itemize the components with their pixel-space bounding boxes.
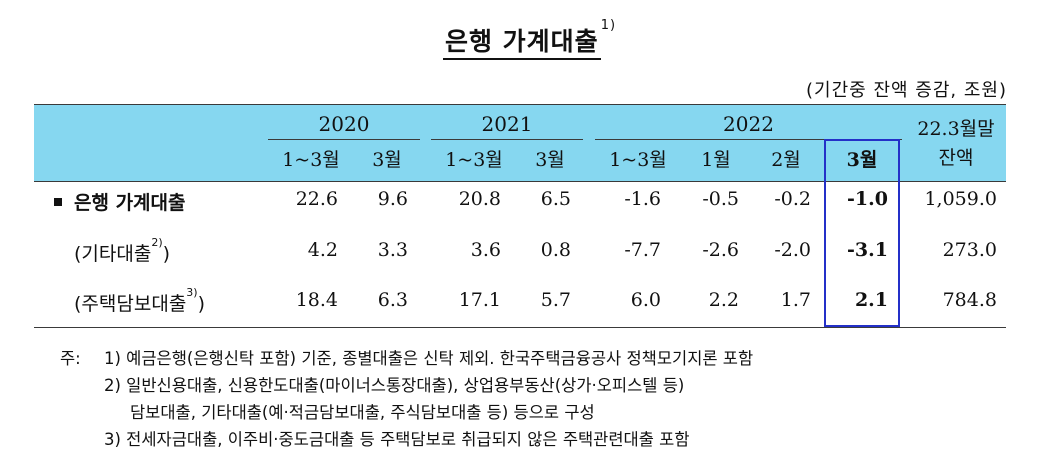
cell: -0.2	[774, 188, 811, 210]
cell-highlight: 2.1	[854, 289, 888, 311]
cell: -1.6	[624, 188, 661, 210]
year-2021-underline	[431, 139, 583, 140]
cell: 17.1	[458, 289, 501, 311]
note-2-line2: 담보대출, 기타대출(예·적금담보대출, 주식담보대출 등) 등으로 구성	[130, 403, 595, 422]
paren-close: )	[162, 243, 171, 265]
col-balance-line2: 잔액	[938, 147, 974, 169]
cell: 0.8	[540, 239, 571, 261]
row-label-mortgage-loans: (주택담보대출3))	[74, 286, 206, 316]
cell: 6.3	[377, 289, 408, 311]
cell: 20.8	[458, 188, 501, 210]
footnote-mark: 2)	[151, 236, 163, 249]
col-2022-jan: 1월	[701, 149, 731, 171]
notes-prefix: 주:	[60, 349, 81, 368]
note-2-line1: 2) 일반신용대출, 신용한도대출(마이너스통장대출), 상업용부동산(상가·오…	[104, 376, 685, 395]
table-header-border	[34, 181, 1006, 182]
col-2022-feb: 2월	[771, 149, 801, 171]
note-1: 1) 예금은행(은행신탁 포함) 기준, 종별대출은 신탁 제외. 한국주택금융…	[104, 349, 754, 368]
row-label-other-loans: (기타대출2))	[74, 236, 171, 266]
col-2021-q1: 1~3월	[445, 149, 503, 171]
col-2022-q1: 1~3월	[609, 149, 667, 171]
cell-balance: 784.8	[942, 289, 997, 311]
cell: 3.6	[470, 239, 501, 261]
col-2021-mar: 3월	[535, 149, 565, 171]
cell-highlight: -3.1	[847, 239, 888, 261]
cell-highlight: -1.0	[847, 188, 888, 210]
row-label-text: (주택담보대출	[74, 293, 187, 315]
title-text: 은행 가계대출	[442, 27, 601, 60]
cell-balance: 1,059.0	[924, 188, 997, 210]
cell: 2.2	[708, 289, 739, 311]
cell: 1.7	[780, 289, 811, 311]
table-top-border	[34, 104, 1006, 105]
bullet-square-icon	[54, 197, 62, 206]
cell-balance: 273.0	[942, 239, 997, 261]
table-title: 은행 가계대출1)	[0, 18, 1059, 60]
row-label-text: 은행 가계대출	[74, 192, 186, 214]
note-3: 3) 전세자금대출, 이주비·중도금대출 등 주택담보로 취급되지 않은 주택관…	[104, 430, 690, 449]
year-2021: 2021	[481, 112, 533, 136]
row-label-text: (기타대출	[74, 243, 152, 265]
cell: 4.2	[307, 239, 338, 261]
year-2022-underline	[595, 139, 902, 140]
march-2022-highlight-box	[824, 139, 900, 327]
cell: 6.5	[540, 188, 571, 210]
cell: 9.6	[377, 188, 408, 210]
year-2020: 2020	[318, 112, 370, 136]
cell: 18.4	[295, 289, 338, 311]
col-2022-mar: 3월	[846, 149, 878, 171]
cell: -2.6	[702, 239, 739, 261]
cell: 3.3	[377, 239, 408, 261]
col-2020-q1: 1~3월	[282, 149, 340, 171]
footnote-mark: 3)	[186, 286, 198, 299]
cell: -2.0	[774, 239, 811, 261]
col-balance-line1: 22.3월말	[917, 118, 995, 140]
cell: 6.0	[630, 289, 661, 311]
cell: -0.5	[702, 188, 739, 210]
year-2022: 2022	[723, 112, 774, 136]
cell: 22.6	[295, 188, 338, 210]
table-bottom-border	[34, 327, 1006, 328]
row-label-bank-household-loans: 은행 가계대출	[54, 188, 186, 215]
paren-close: )	[197, 293, 206, 315]
cell: -7.7	[624, 239, 661, 261]
title-footnote-mark: 1)	[600, 18, 617, 33]
col-2020-mar: 3월	[372, 149, 402, 171]
table-header-band	[34, 104, 1006, 181]
year-2020-underline	[268, 139, 420, 140]
cell: 5.7	[540, 289, 571, 311]
unit-label: (기간중 잔액 증감, 조원)	[806, 80, 1007, 101]
